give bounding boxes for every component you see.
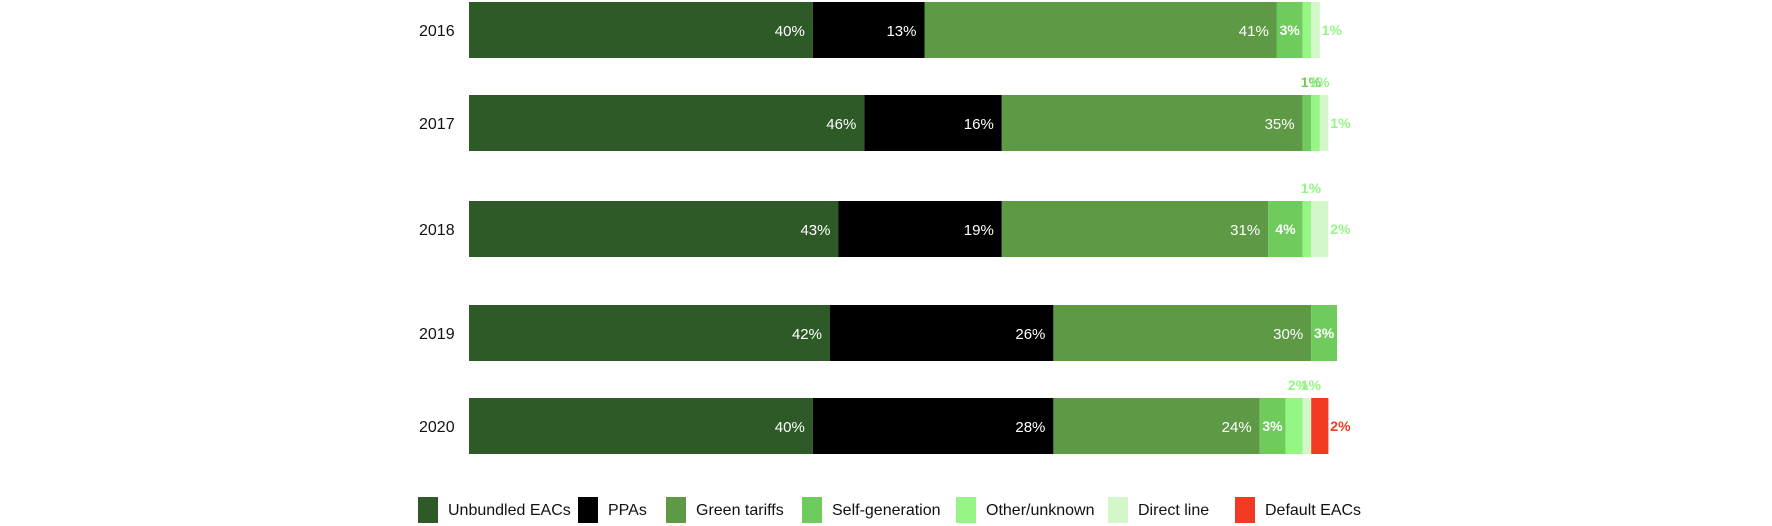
year-labels: 2016 2017 2018 2019 2020	[419, 23, 455, 436]
bar-segment-2020-0	[469, 398, 813, 454]
legend-swatch-0	[418, 497, 438, 523]
value-label-2018-5: 2%	[1330, 221, 1351, 237]
value-label-2018-0: 43%	[800, 222, 830, 239]
bar-segment-2018-2	[1001, 201, 1269, 257]
value-label-2020-1: 28%	[1015, 419, 1045, 436]
legend-swatch-2	[666, 497, 686, 523]
value-label-2017-4: 1%	[1309, 74, 1330, 90]
legend-swatch-6	[1235, 497, 1255, 523]
value-label-2016-3: 3%	[1280, 22, 1301, 38]
bar-segment-2018-0	[469, 201, 839, 257]
value-label-2020-6: 2%	[1330, 418, 1351, 434]
bar-segment-2020-3	[1259, 398, 1286, 454]
value-label-2018-1: 19%	[964, 222, 994, 239]
legend-label-0: Unbundled EACs	[448, 502, 571, 519]
bar-labels: 40% 13% 41% 3% 1%46% 16% 35%1%1%1%43% 19% 31% 4%1…	[775, 22, 1351, 436]
bar-segment-2017-3	[1302, 95, 1312, 151]
value-label-2017-2: 35%	[1265, 116, 1295, 133]
legend-label-5: Direct line	[1138, 502, 1209, 519]
value-label-2020-3: 3%	[1262, 418, 1283, 434]
bar-segment-2017-1	[864, 95, 1002, 151]
legend-label-2: Green tariffs	[696, 502, 784, 519]
legend-swatch-5	[1108, 497, 1128, 523]
bar-segment-2016-1	[812, 2, 925, 58]
bar-segment-2016-2	[924, 2, 1277, 58]
value-label-2019-0: 42%	[792, 326, 822, 343]
value-label-2018-3: 4%	[1275, 221, 1296, 237]
bar-segment-2018-3	[1268, 201, 1303, 257]
bar-segment-2020-6	[1311, 398, 1329, 454]
value-label-2019-2: 30%	[1273, 326, 1303, 343]
legend-swatch-3	[802, 497, 822, 523]
bar-segment-2020-4	[1285, 398, 1303, 454]
legend-label-3: Self-generation	[832, 502, 941, 519]
bar-segment-2018-4	[1302, 201, 1312, 257]
value-label-2020-5: 1%	[1301, 377, 1322, 393]
bar-segment-2017-0	[469, 95, 865, 151]
legend-label-1: PPAs	[608, 502, 647, 519]
bar-segment-2020-5	[1302, 398, 1312, 454]
value-label-2016-2: 41%	[1239, 23, 1269, 40]
legend-swatch-1	[578, 497, 598, 523]
value-label-2016-5: 1%	[1322, 22, 1343, 38]
value-label-2019-3: 3%	[1314, 325, 1335, 341]
legend-label-6: Default EACs	[1265, 502, 1361, 519]
value-label-2016-1: 13%	[886, 23, 916, 40]
bars	[469, 2, 1337, 454]
value-label-2018-4: 1%	[1301, 180, 1322, 196]
bar-segment-2016-5	[1311, 2, 1320, 58]
bar-segment-2018-5	[1311, 201, 1329, 257]
value-label-2020-0: 40%	[775, 419, 805, 436]
year-label-2016: 2016	[419, 23, 455, 40]
bar-segment-2016-0	[469, 2, 813, 58]
bar-segment-2019-0	[469, 305, 830, 361]
year-label-2019: 2019	[419, 326, 455, 343]
value-label-2016-0: 40%	[775, 23, 805, 40]
value-label-2017-3: 1%	[1301, 74, 1322, 90]
bar-segment-2020-2	[1053, 398, 1260, 454]
legend-swatch-4	[956, 497, 976, 523]
value-label-2017-5: 1%	[1330, 115, 1351, 131]
year-label-2018: 2018	[419, 222, 455, 239]
value-label-2019-1: 26%	[1015, 326, 1045, 343]
bar-segment-2016-4	[1302, 2, 1312, 58]
year-label-2020: 2020	[419, 419, 455, 436]
value-label-2017-1: 16%	[964, 116, 994, 133]
value-label-2020-2: 24%	[1222, 419, 1252, 436]
value-label-2018-2: 31%	[1230, 222, 1260, 239]
bar-segment-2019-2	[1053, 305, 1312, 361]
bar-segment-2019-3	[1311, 305, 1337, 361]
bar-segment-2017-2	[1001, 95, 1303, 151]
value-label-2017-0: 46%	[826, 116, 856, 133]
bar-segment-2017-5	[1319, 95, 1329, 151]
legend-label-4: Other/unknown	[986, 502, 1095, 519]
value-label-2020-4: 2%	[1288, 377, 1309, 393]
bar-segment-2016-3	[1276, 2, 1303, 58]
bar-segment-2019-1	[830, 305, 1054, 361]
bar-segment-2017-4	[1311, 95, 1320, 151]
year-label-2017: 2017	[419, 116, 455, 133]
bar-segment-2020-1	[812, 398, 1054, 454]
bar-segment-2018-1	[838, 201, 1002, 257]
legend: Unbundled EACs PPAs Green tariffs Self-gene…	[418, 497, 1361, 523]
